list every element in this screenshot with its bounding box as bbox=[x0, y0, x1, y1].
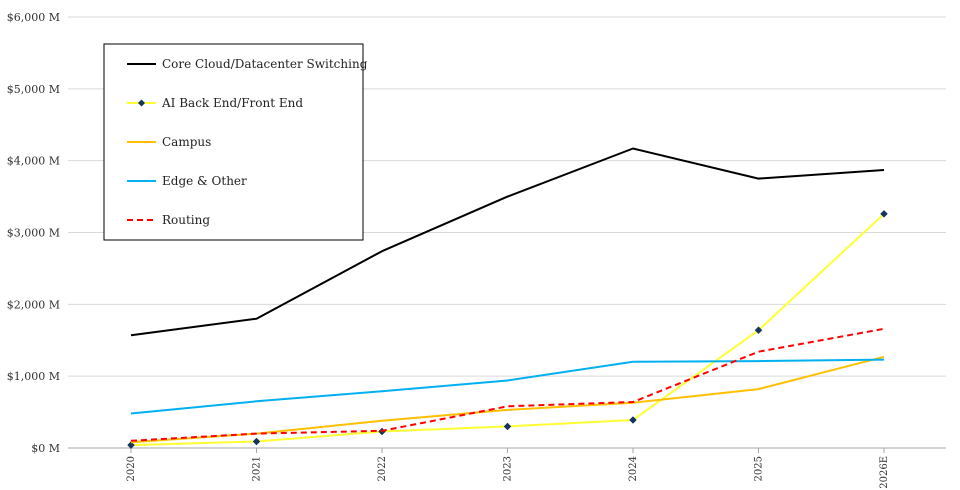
legend-label: Edge & Other bbox=[162, 174, 247, 188]
x-tick-label: 2025 bbox=[754, 456, 765, 481]
data-point-marker bbox=[629, 416, 637, 424]
legend-label: AI Back End/Front End bbox=[161, 96, 303, 110]
series-line bbox=[130, 147, 885, 337]
x-tick-label: 2022 bbox=[377, 456, 388, 481]
y-tick-label: $6,000 M bbox=[7, 11, 60, 24]
x-tick-label: 2020 bbox=[126, 456, 137, 481]
x-tick-label: 2026E bbox=[879, 456, 890, 489]
data-point-marker bbox=[754, 326, 763, 335]
legend-label: Core Cloud/Datacenter Switching bbox=[162, 57, 368, 71]
x-tick-label: 2024 bbox=[628, 456, 639, 481]
y-tick-label: $4,000 M bbox=[7, 155, 60, 168]
legend-label: Campus bbox=[162, 135, 211, 149]
x-tick-label: 2021 bbox=[252, 456, 263, 481]
data-point-marker bbox=[503, 422, 512, 431]
data-point-marker bbox=[880, 209, 888, 218]
series-line bbox=[130, 327, 885, 442]
legend-marker bbox=[138, 99, 145, 107]
data-point-marker bbox=[127, 441, 135, 449]
series-line bbox=[130, 358, 885, 415]
data-point-marker bbox=[252, 437, 261, 446]
y-tick-label: $5,000 M bbox=[7, 83, 60, 96]
axes: $0 M $1,000 M $2,000 M $3,000 M $4,000 M $5,0… bbox=[7, 11, 946, 489]
legend-label: Routing bbox=[162, 213, 210, 227]
y-tick-label: $0 M bbox=[31, 442, 60, 455]
y-tick-label: $1,000 M bbox=[7, 370, 60, 383]
legend: Core Cloud/Datacenter Switching AI Back E… bbox=[103, 43, 368, 241]
x-tick-label: 2023 bbox=[503, 456, 514, 481]
y-tick-label: $2,000 M bbox=[7, 298, 60, 311]
series-lines bbox=[127, 147, 888, 449]
y-tick-label: $3,000 M bbox=[7, 227, 60, 240]
